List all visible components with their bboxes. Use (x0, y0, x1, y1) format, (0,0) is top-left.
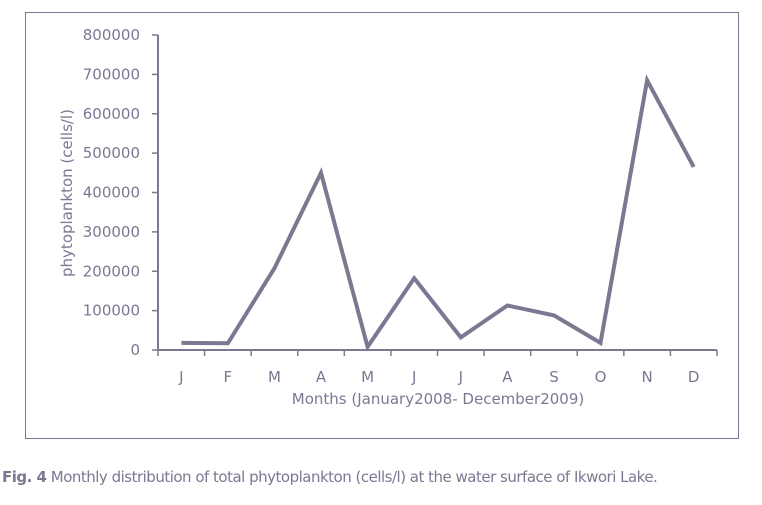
x-tick-label: J (411, 368, 416, 386)
x-tick-label: M (268, 368, 281, 386)
x-tick-label: J (178, 368, 183, 386)
x-tick-label: M (361, 368, 374, 386)
x-tick-label: J (458, 368, 463, 386)
x-axis-title: Months (January2008- December2009) (292, 390, 584, 408)
y-tick-label: 700000 (83, 65, 140, 83)
line-chart: 0 100000 200000 300000 400000 500000 600000 700… (58, 26, 718, 408)
y-tick-label: 800000 (83, 26, 140, 44)
y-tick-label: 600000 (83, 105, 140, 123)
y-tick-label: 0 (130, 341, 140, 359)
y-axis: 0 100000 200000 300000 400000 500000 600000 700… (83, 26, 159, 359)
figure-caption: Fig. 4 Monthly distribution of total phy… (2, 468, 762, 486)
figure-label: Fig. 4 (2, 468, 47, 486)
x-tick-label: O (595, 368, 607, 386)
x-tick-label: S (549, 368, 559, 386)
y-tick-label: 500000 (83, 144, 140, 162)
x-tick-label: N (642, 368, 653, 386)
x-tick-label: A (502, 368, 513, 386)
x-tick-label: F (224, 368, 233, 386)
series (181, 74, 696, 352)
x-tick-label: A (316, 368, 327, 386)
figure-caption-text: Monthly distribution of total phytoplank… (46, 468, 658, 486)
series-line (181, 74, 696, 352)
y-tick-label: 400000 (83, 184, 140, 202)
y-axis-title: phytoplankton (cells/l) (58, 109, 76, 277)
y-tick-label: 200000 (83, 262, 140, 280)
chart-frame (25, 12, 739, 439)
y-tick-label: 300000 (83, 223, 140, 241)
y-tick-label: 100000 (83, 302, 140, 320)
x-tick-label: D (688, 368, 700, 386)
